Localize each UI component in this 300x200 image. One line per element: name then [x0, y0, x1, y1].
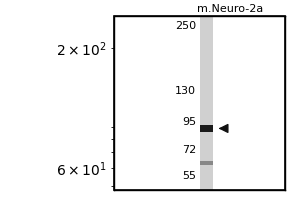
Bar	[200, 125, 213, 132]
Text: 250: 250	[175, 21, 196, 31]
Text: 55: 55	[182, 171, 196, 181]
Text: 72: 72	[182, 145, 196, 155]
Text: m.Neuro-2a: m.Neuro-2a	[197, 4, 263, 14]
Bar	[200, 16, 213, 190]
Bar	[200, 161, 213, 165]
Text: 130: 130	[175, 86, 196, 96]
Text: 95: 95	[182, 117, 196, 127]
